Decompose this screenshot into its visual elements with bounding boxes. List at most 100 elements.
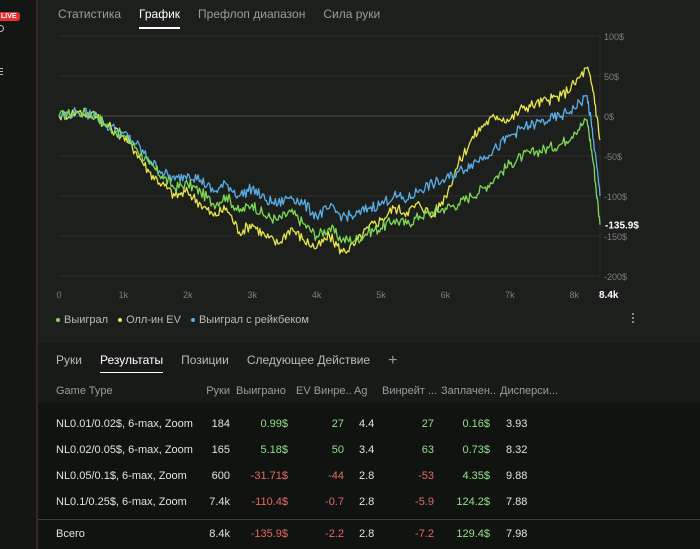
cell-ag: 3.4 — [359, 444, 375, 456]
tab-results[interactable]: Результаты — [99, 353, 164, 373]
live-badge[interactable]: LIVE — [0, 12, 20, 21]
x-tick-label: 1k — [119, 290, 129, 300]
y-tick-label: -50$ — [604, 152, 622, 162]
tab-positions[interactable]: Позиции — [181, 353, 229, 367]
cell-variance: 3.93 — [506, 418, 528, 430]
x-tick-label: 2k — [183, 290, 193, 300]
col-ev-winrate[interactable]: EV Винре... — [296, 385, 352, 397]
legend-item-allin-ev[interactable]: Олл-ин EV — [118, 314, 181, 326]
cell-paid: 4.35$ — [462, 470, 490, 482]
legend-label-allin-ev: Олл-ин EV — [126, 314, 181, 326]
status-indicator-icon — [0, 25, 4, 32]
more-options-icon[interactable] — [630, 313, 636, 327]
legend-dot-allin-ev — [118, 318, 123, 322]
cell-hands: 600 — [211, 470, 230, 482]
col-variance[interactable]: Дисперси... — [500, 385, 559, 397]
stats-panel: Статистика График Префлоп диапазон Сила … — [38, 0, 700, 549]
cell-game: NL0.1/0.25$, 6-max, Zoom — [56, 496, 187, 508]
tab-graph[interactable]: График — [139, 7, 181, 29]
series-line-2 — [58, 94, 601, 222]
cell-ev: -0.7 — [325, 496, 344, 508]
cell-ag: 2.8 — [359, 470, 375, 482]
cell-hands: 165 — [211, 444, 230, 456]
cell-winrate: -7.2 — [415, 528, 434, 540]
x-tick-label: 6k — [441, 290, 451, 300]
y-tick-label: 100$ — [604, 32, 624, 42]
table-row[interactable]: NL0.02/0.05$, 6-max, Zoom 165 5.18$ 50 3… — [38, 437, 700, 463]
x-tick-label-current: 8.4k — [599, 290, 619, 301]
col-game-type[interactable]: Game Type — [56, 385, 113, 397]
col-winrate[interactable]: Винрейт ... — [382, 385, 438, 397]
y-tick-label: 0$ — [604, 112, 614, 122]
bottom-tabs: Руки Результаты Позиции Следующее Действ… — [56, 352, 398, 373]
x-tick-label: 0 — [56, 290, 61, 300]
sidebar-divider — [36, 0, 38, 549]
table-total-row[interactable]: Всего 8.4k -135.9$ -2.2 2.8 -7.2 129.4$ … — [38, 519, 700, 545]
y-tick-label: 50$ — [604, 72, 619, 82]
cell-won: -110.4$ — [251, 496, 289, 508]
col-ag[interactable]: Ag — [354, 385, 368, 397]
cell-ev: 27 — [331, 418, 344, 430]
cell-variance: 9.88 — [506, 470, 528, 482]
cell-won: -135.9$ — [250, 528, 288, 540]
cell-hands: 184 — [211, 418, 230, 430]
table-row[interactable]: NL0.05/0.1$, 6-max, Zoom 600 -31.71$ -44… — [38, 463, 700, 489]
x-tick-label: 8k — [569, 290, 579, 300]
legend-dot-rakeback — [190, 318, 195, 322]
cell-ev: -44 — [328, 470, 344, 482]
y-tick-label: -200$ — [604, 272, 627, 282]
profit-chart[interactable]: 100$ 50$ 0$ -50$ -100$ -150$ -200$ 0 1k 2k 3k 4k 5k 6… — [38, 28, 700, 303]
legend-label-rakeback: Выиграл с рейкбеком — [198, 314, 309, 326]
cell-winrate: -5.9 — [415, 496, 434, 508]
series-line-0 — [58, 107, 601, 245]
current-value-label: -135.9$ — [605, 221, 639, 232]
cell-ag: 2.8 — [359, 496, 375, 508]
main-tabs: Статистика График Префлоп диапазон Сила … — [58, 7, 398, 29]
add-tab-button[interactable]: + — [388, 352, 398, 369]
cell-ev: -2.2 — [325, 528, 344, 540]
tab-preflop-range[interactable]: Префлоп диапазон — [198, 7, 306, 21]
table-row[interactable]: NL0.01/0.02$, 6-max, Zoom 184 0.99$ 27 4… — [38, 411, 700, 437]
tab-hand-strength[interactable]: Сила руки — [323, 7, 381, 21]
cell-variance: 8.32 — [506, 444, 528, 456]
cell-variance: 7.88 — [506, 496, 528, 508]
menu-icon[interactable] — [0, 68, 3, 77]
x-tick-label: 4k — [312, 290, 322, 300]
cell-ag: 2.8 — [359, 528, 375, 540]
col-rake-paid[interactable]: Заплачен... — [441, 385, 497, 397]
tab-statistics[interactable]: Статистика — [58, 7, 122, 21]
left-sidebar: LIVE — [0, 0, 38, 549]
tab-next-action[interactable]: Следующее Действие — [246, 353, 371, 367]
cell-ev: 50 — [331, 444, 344, 456]
col-won[interactable]: Выиграно — [236, 385, 286, 397]
cell-won: 0.99$ — [260, 418, 288, 430]
x-tick-label: 7k — [505, 290, 515, 300]
col-hands[interactable]: Руки — [206, 385, 230, 397]
legend-dot-won — [56, 318, 60, 322]
legend-label-won: Выиграл — [64, 314, 109, 326]
cell-won: -31.71$ — [250, 470, 288, 482]
cell-winrate: 63 — [421, 444, 434, 456]
cell-game: NL0.02/0.05$, 6-max, Zoom — [56, 444, 193, 456]
cell-game: Всего — [56, 528, 85, 540]
cell-paid: 129.4$ — [456, 528, 490, 540]
cell-winrate: -53 — [418, 470, 434, 482]
legend-item-won[interactable]: Выиграл — [56, 314, 108, 326]
table-row[interactable]: NL0.1/0.25$, 6-max, Zoom 7.4k -110.4$ -0… — [38, 489, 700, 515]
y-tick-label: -150$ — [604, 232, 627, 242]
cell-paid: 0.73$ — [462, 444, 490, 456]
results-section: Руки Результаты Позиции Следующее Действ… — [38, 343, 700, 549]
x-tick-label: 3k — [247, 290, 257, 300]
series-line-1 — [58, 66, 601, 255]
cell-winrate: 27 — [421, 418, 434, 430]
cell-hands: 8.4k — [209, 528, 230, 540]
cell-variance: 7.98 — [506, 528, 528, 540]
legend-item-rakeback[interactable]: Выиграл с рейкбеком — [190, 314, 309, 326]
table-header: Game Type Руки Выиграно EV Винре... Ag В… — [38, 379, 700, 403]
cell-won: 5.18$ — [260, 444, 288, 456]
tab-hands[interactable]: Руки — [56, 353, 82, 367]
chart-legend: Выиграл Олл-ин EV Выиграл с рейкбеком — [56, 314, 319, 326]
cell-paid: 0.16$ — [462, 418, 490, 430]
y-tick-label: -100$ — [604, 192, 627, 202]
table-body: NL0.01/0.02$, 6-max, Zoom 184 0.99$ 27 4… — [38, 403, 700, 549]
